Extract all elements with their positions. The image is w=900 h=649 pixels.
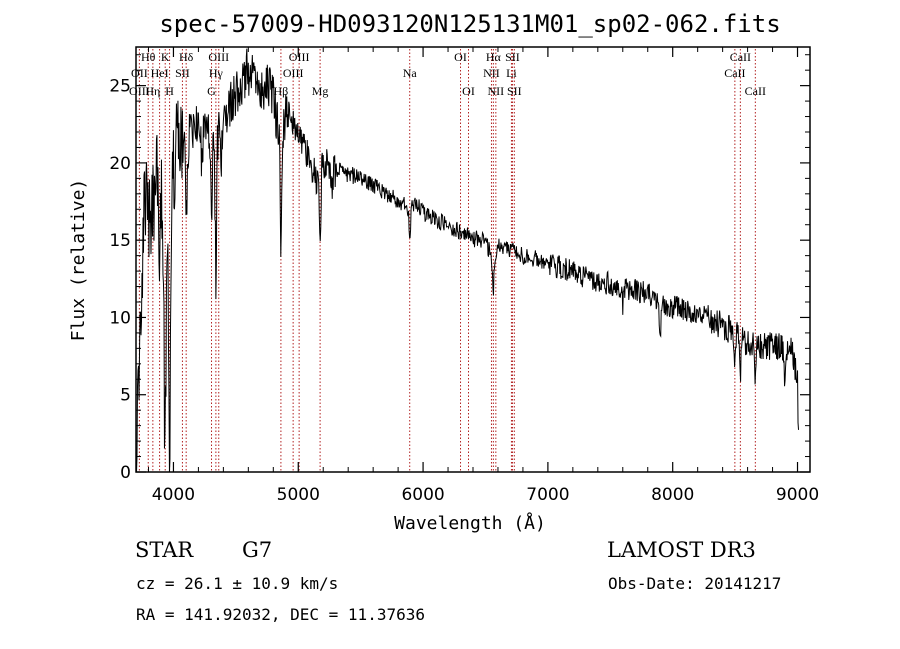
observation-date: Obs-Date: 20141217 (608, 574, 781, 593)
spectral-line-label: NII (488, 84, 505, 98)
spectral-line-label: Li (506, 66, 517, 80)
y-tick-label: 5 (120, 386, 131, 406)
spectral-line-label: G (207, 84, 216, 98)
survey-name: LAMOST DR3 (607, 538, 756, 562)
spectral-line-label: Hη (145, 84, 160, 98)
spectral-line-label: Hδ (179, 50, 194, 64)
x-tick-label: 8000 (651, 485, 694, 505)
spectral-line-label: NII (483, 66, 500, 80)
spectral-line-label: H (165, 84, 174, 98)
x-tick-label: 4000 (152, 485, 195, 505)
y-tick-label: 10 (109, 308, 131, 328)
x-tick-label: 6000 (401, 485, 444, 505)
spectral-line-label: SII (507, 84, 522, 98)
x-tick-label: 5000 (277, 485, 320, 505)
redshift-cz: cz = 26.1 ± 10.9 km/s (136, 574, 338, 593)
chart-title: spec-57009-HD093120N125131M01_sp02-062.f… (159, 10, 780, 38)
spectral-line-label: CaII (724, 66, 745, 80)
x-axis-label: Wavelength (Å) (394, 512, 546, 534)
x-tick-label: 9000 (776, 485, 819, 505)
spectral-line-label: SII (505, 50, 520, 64)
object-subclass: G7 (242, 538, 272, 562)
y-tick-label: 25 (109, 77, 131, 97)
spectral-line-label: Hθ (141, 50, 156, 64)
spectral-line-label: Hα (486, 50, 502, 64)
radec-coordinates: RA = 141.92032, DEC = 11.37636 (136, 605, 425, 624)
x-tick-label: 7000 (526, 485, 569, 505)
spectrum-line (136, 48, 800, 473)
spectral-line-label: OIII (129, 84, 150, 98)
spectral-line-label: OIII (289, 50, 310, 64)
spectral-line-label: OI (462, 84, 475, 98)
spectral-line-label: OIII (283, 66, 304, 80)
spectral-line-label: Mg (312, 84, 329, 98)
spectral-line-label: Na (403, 66, 418, 80)
spectral-line-label: HeI (151, 66, 169, 80)
y-tick-label: 20 (109, 154, 131, 174)
y-tick-label: 0 (120, 463, 131, 483)
y-tick-label: 15 (109, 231, 131, 251)
spectral-line-label: K (161, 50, 170, 64)
footer: STAR G7 cz = 26.1 ± 10.9 km/s RA = 141.9… (135, 538, 781, 624)
object-class: STAR (135, 538, 194, 562)
plot-frame (135, 46, 811, 473)
x-axis: 4000 5000 6000 7000 8000 9000 (147, 47, 819, 505)
spectral-line-label: CaII (730, 50, 751, 64)
y-axis-label: Flux (relative) (68, 179, 89, 342)
spectral-line-label: SII (175, 66, 190, 80)
spectral-line-label: CaII (745, 84, 766, 98)
spectral-line-label: OI (454, 50, 467, 64)
spectral-line-label: Hγ (209, 66, 224, 80)
y-axis: 0 5 10 15 20 25 (109, 54, 810, 483)
spectral-line-label: OIII (208, 50, 229, 64)
spectral-line-label: Hβ (274, 84, 289, 98)
spectral-line-label: OII (131, 66, 148, 80)
